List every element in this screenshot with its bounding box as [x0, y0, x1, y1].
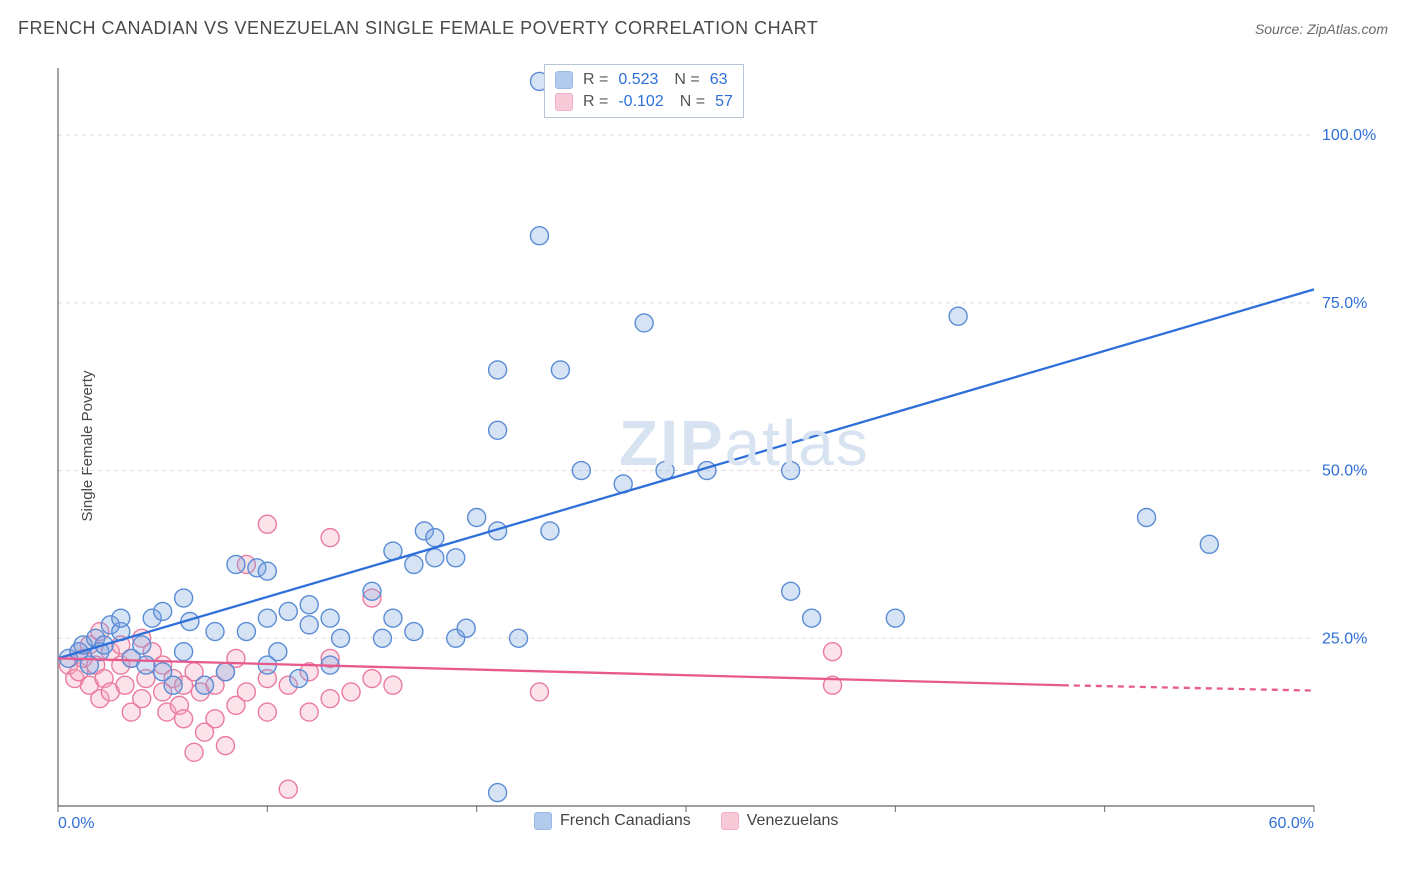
- legend-item-series2: Venezuelans: [721, 812, 839, 830]
- chart-title: FRENCH CANADIAN VS VENEZUELAN SINGLE FEM…: [18, 18, 818, 39]
- svg-text:100.0%: 100.0%: [1322, 127, 1376, 144]
- header: FRENCH CANADIAN VS VENEZUELAN SINGLE FEM…: [18, 18, 1388, 39]
- r-value-series1: 0.523: [618, 71, 658, 89]
- swatch-series1: [555, 71, 573, 89]
- stats-row-series1: R = 0.523 N = 63: [555, 69, 733, 91]
- series-legend: French Canadians Venezuelans: [534, 812, 838, 830]
- correlation-stats-box: R = 0.523 N = 63 R = -0.102 N = 57: [544, 64, 744, 118]
- r-value-series2: -0.102: [618, 93, 663, 111]
- source-attribution: Source: ZipAtlas.com: [1255, 21, 1388, 37]
- r-label: R =: [583, 93, 608, 111]
- legend-swatch-series1: [534, 812, 552, 830]
- legend-swatch-series2: [721, 812, 739, 830]
- svg-text:60.0%: 60.0%: [1269, 815, 1314, 832]
- n-label: N =: [680, 93, 705, 111]
- svg-text:25.0%: 25.0%: [1322, 630, 1367, 647]
- scatter-chart: 25.0% 50.0% 75.0% 100.0% 0.0% 60.0%: [54, 66, 1384, 836]
- n-value-series1: 63: [710, 71, 728, 89]
- chart-area: 25.0%50.0%75.0%100.0%0.0%60.0% ZIPatlas …: [54, 66, 1384, 836]
- svg-text:75.0%: 75.0%: [1322, 295, 1367, 312]
- swatch-series2: [555, 93, 573, 111]
- n-label: N =: [674, 71, 699, 89]
- legend-item-series1: French Canadians: [534, 812, 691, 830]
- legend-label-series2: Venezuelans: [747, 812, 839, 830]
- svg-text:0.0%: 0.0%: [58, 815, 94, 832]
- svg-text:50.0%: 50.0%: [1322, 463, 1367, 480]
- r-label: R =: [583, 71, 608, 89]
- n-value-series2: 57: [715, 93, 733, 111]
- stats-row-series2: R = -0.102 N = 57: [555, 91, 733, 113]
- legend-label-series1: French Canadians: [560, 812, 691, 830]
